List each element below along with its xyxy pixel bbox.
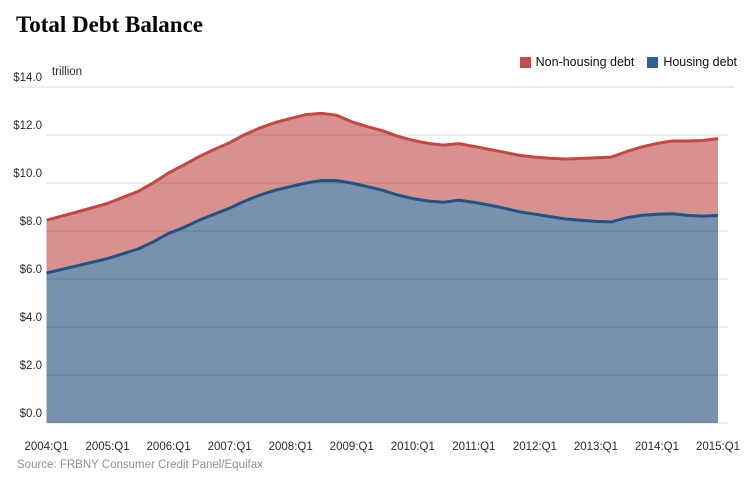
y-tick-label: $4.0 (19, 312, 42, 324)
x-tick-label: 2009:Q1 (329, 441, 374, 453)
x-tick-label: 2004:Q1 (24, 441, 69, 453)
legend-label-nonhousing: Non-housing debt (535, 55, 635, 69)
legend-label-housing: Housing debt (663, 55, 737, 69)
legend-item-nonhousing: Non-housing debt (519, 55, 635, 69)
y-tick-label: $12.0 (13, 120, 42, 132)
x-tick-label: 2006:Q1 (146, 441, 191, 453)
y-axis-unit-label: trillion (52, 66, 83, 78)
x-tick-label: 2007:Q1 (207, 441, 252, 453)
y-tick-label: $8.0 (19, 216, 42, 228)
legend-item-housing: Housing debt (647, 55, 737, 69)
y-tick-label: $6.0 (19, 264, 42, 276)
x-tick-label: 2008:Q1 (268, 441, 313, 453)
page-title: Total Debt Balance (16, 12, 203, 37)
x-tick-label: 2012:Q1 (512, 441, 557, 453)
housing-debt-line (46, 179, 719, 275)
x-tick-label: 2015:Q1 (695, 441, 741, 453)
y-tick-label: $10.0 (13, 168, 42, 180)
x-tick-label: 2014:Q1 (634, 441, 680, 453)
y-tick-label: $2.0 (19, 360, 42, 372)
legend: Non-housing debt Housing debt (519, 55, 737, 69)
x-tick-label: 2011:Q1 (452, 441, 496, 453)
housing-swatch-icon (647, 57, 659, 68)
nonhousing-swatch-icon (519, 57, 531, 68)
y-tick-label: $14.0 (13, 72, 42, 84)
source-note: Source: FRBNY Consumer Credit Panel/Equi… (17, 459, 263, 471)
x-tick-label: 2005:Q1 (85, 441, 130, 453)
housing-debt-area (46, 180, 718, 423)
y-tick-label: $0.0 (19, 408, 42, 420)
nonhousing-debt-area (46, 113, 718, 274)
x-tick-label: 2013:Q1 (573, 441, 618, 453)
x-tick-label: 2010:Q1 (390, 441, 435, 453)
total-debt-line (46, 111, 719, 222)
